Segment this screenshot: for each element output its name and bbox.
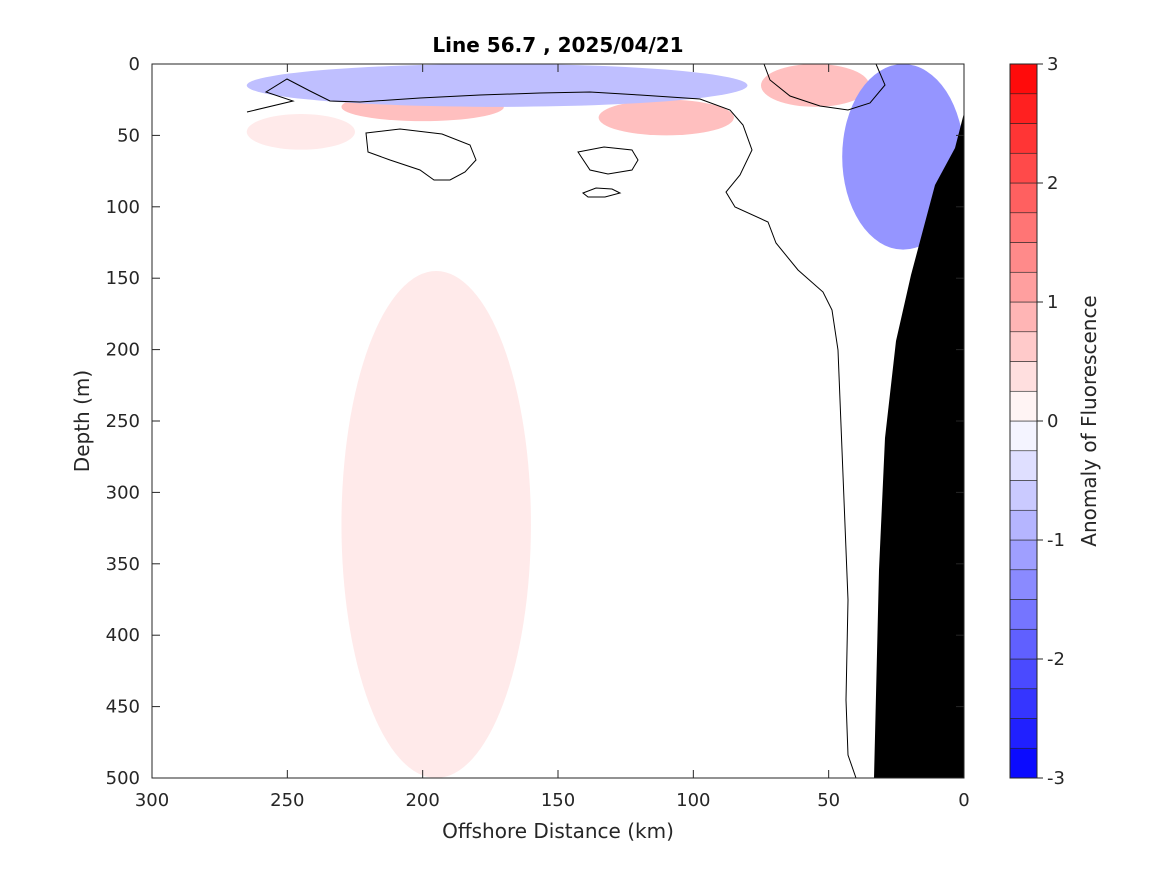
colorbar-level bbox=[1009, 599, 1038, 630]
anomaly-positive-patch-2 bbox=[761, 64, 870, 107]
colorbar-level bbox=[1009, 212, 1038, 243]
zero-contour-island-3 bbox=[582, 187, 622, 198]
colorbar-tick-label: 2 bbox=[1047, 173, 1058, 194]
anomaly-negative-layer-5 bbox=[246, 64, 748, 107]
anomaly-positive-patch-3 bbox=[246, 113, 355, 150]
plot-background bbox=[152, 64, 964, 778]
colorbar-tick-label: -1 bbox=[1047, 530, 1065, 551]
colorbar-level bbox=[1009, 182, 1038, 214]
colorbar: 3 2 1 0 -1 -2 -3 bbox=[1009, 54, 1065, 789]
colorbar-tick-label: 0 bbox=[1047, 411, 1058, 432]
colorbar-level bbox=[1009, 480, 1038, 511]
anomaly-positive-patch-1 bbox=[598, 99, 734, 136]
zero-contours bbox=[246, 64, 886, 778]
zero-contour-nearshore-lobe bbox=[763, 64, 886, 111]
colorbar-tick-label: 3 bbox=[1047, 54, 1058, 75]
colorbar-level bbox=[1009, 718, 1038, 749]
zero-contour-main bbox=[246, 78, 857, 778]
y-tick-label: 50 bbox=[117, 125, 140, 146]
colorbar-level bbox=[1009, 539, 1038, 571]
colorbar-tick-label: -3 bbox=[1047, 768, 1065, 789]
colorbar-level bbox=[1009, 420, 1038, 452]
x-tick-label: 150 bbox=[541, 790, 575, 811]
bottom-topography bbox=[874, 113, 964, 778]
x-tick-label: 250 bbox=[270, 790, 304, 811]
colorbar-level bbox=[1009, 747, 1038, 779]
y-tick-label: 450 bbox=[106, 697, 140, 718]
x-axis-label: Offshore Distance (km) bbox=[442, 819, 674, 843]
colorbar-tick-label: -2 bbox=[1047, 649, 1065, 670]
colorbar-label: Anomaly of Fluorescence bbox=[1077, 295, 1101, 546]
y-axis-label: Depth (m) bbox=[70, 370, 94, 472]
colorbar-level bbox=[1009, 509, 1038, 541]
y-tick-label: 200 bbox=[106, 340, 140, 361]
x-axis: 300 250 200 150 100 50 0 bbox=[135, 64, 970, 811]
colorbar-level bbox=[1009, 63, 1038, 95]
colorbar-level bbox=[1009, 628, 1038, 660]
y-tick-label: 400 bbox=[106, 625, 140, 646]
colorbar-level bbox=[1009, 569, 1038, 600]
anomaly-positive-column-4 bbox=[341, 271, 531, 778]
colorbar-level bbox=[1009, 450, 1038, 481]
y-tick-label: 250 bbox=[106, 411, 140, 432]
y-tick-label: 350 bbox=[106, 554, 140, 575]
colorbar-level bbox=[1009, 331, 1038, 362]
x-tick-label: 200 bbox=[405, 790, 439, 811]
y-tick-label: 100 bbox=[106, 197, 140, 218]
y-tick-label: 150 bbox=[106, 268, 140, 289]
colorbar-level bbox=[1009, 93, 1038, 124]
colorbar-level bbox=[1009, 688, 1038, 719]
chart-title: Line 56.7 , 2025/04/21 bbox=[432, 33, 683, 57]
colorbar-level bbox=[1009, 658, 1038, 690]
zero-contour-island-1 bbox=[365, 128, 477, 181]
colorbar-level bbox=[1009, 271, 1038, 303]
y-tick-label: 300 bbox=[106, 482, 140, 503]
x-tick-label: 50 bbox=[817, 790, 840, 811]
y-axis: 0 50 100 150 200 250 300 350 400 450 500 bbox=[106, 54, 964, 789]
y-tick-label: 500 bbox=[106, 768, 140, 789]
x-tick-label: 0 bbox=[958, 790, 969, 811]
x-tick-label: 300 bbox=[135, 790, 169, 811]
x-tick-label: 100 bbox=[676, 790, 710, 811]
colorbar-level bbox=[1009, 361, 1038, 392]
zero-contour-island-2 bbox=[577, 146, 639, 175]
colorbar-level bbox=[1009, 242, 1038, 273]
colorbar-level bbox=[1009, 301, 1038, 333]
colorbar-tick-label: 1 bbox=[1047, 292, 1058, 313]
y-tick-label: 0 bbox=[129, 54, 140, 75]
colorbar-level bbox=[1009, 390, 1038, 422]
colorbar-level bbox=[1009, 123, 1038, 154]
colorbar-level bbox=[1009, 152, 1038, 184]
anomaly-fields bbox=[246, 64, 964, 778]
plot-area bbox=[151, 63, 965, 779]
